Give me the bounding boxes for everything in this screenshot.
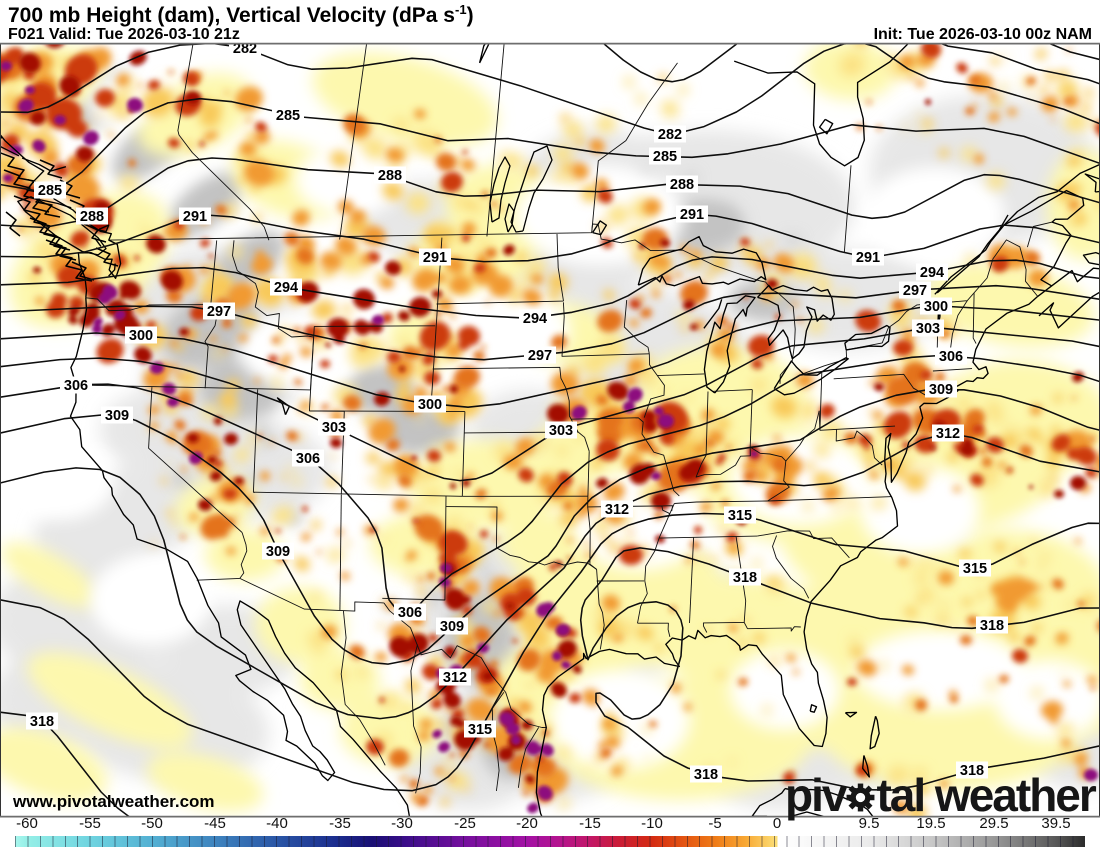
- svg-text:282: 282: [658, 127, 682, 143]
- svg-text:309: 309: [266, 544, 290, 560]
- svg-text:306: 306: [64, 378, 88, 394]
- svg-text:315: 315: [728, 508, 752, 524]
- svg-text:282: 282: [233, 41, 257, 57]
- svg-text:306: 306: [398, 605, 422, 621]
- svg-text:318: 318: [980, 618, 1004, 634]
- svg-text:309: 309: [105, 408, 129, 424]
- svg-text:318: 318: [733, 570, 757, 586]
- svg-text:303: 303: [916, 321, 940, 337]
- svg-text:294: 294: [920, 265, 944, 281]
- svg-text:312: 312: [443, 670, 467, 686]
- svg-text:309: 309: [929, 382, 953, 398]
- svg-text:306: 306: [296, 451, 320, 467]
- svg-text:315: 315: [468, 722, 492, 738]
- svg-text:306: 306: [939, 349, 963, 365]
- svg-text:309: 309: [440, 619, 464, 635]
- svg-text:303: 303: [322, 420, 346, 436]
- svg-text:294: 294: [274, 280, 298, 296]
- svg-text:297: 297: [528, 348, 552, 364]
- svg-text:285: 285: [653, 149, 677, 165]
- svg-text:300: 300: [129, 328, 153, 344]
- svg-text:315: 315: [963, 561, 987, 577]
- svg-text:312: 312: [936, 426, 960, 442]
- svg-text:291: 291: [183, 209, 207, 225]
- svg-text:318: 318: [960, 763, 984, 779]
- svg-text:318: 318: [30, 714, 54, 730]
- svg-text:318: 318: [694, 767, 718, 783]
- svg-text:288: 288: [670, 177, 694, 193]
- svg-text:303: 303: [549, 423, 573, 439]
- svg-text:300: 300: [418, 397, 442, 413]
- svg-text:297: 297: [903, 283, 927, 299]
- svg-text:291: 291: [856, 250, 880, 266]
- svg-text:291: 291: [423, 250, 447, 266]
- svg-text:285: 285: [276, 108, 300, 124]
- svg-text:291: 291: [680, 207, 704, 223]
- svg-text:288: 288: [80, 209, 104, 225]
- svg-text:312: 312: [605, 502, 629, 518]
- svg-text:288: 288: [378, 168, 402, 184]
- svg-text:285: 285: [38, 183, 62, 199]
- svg-text:300: 300: [924, 299, 948, 315]
- svg-text:297: 297: [207, 304, 231, 320]
- svg-text:294: 294: [523, 311, 547, 327]
